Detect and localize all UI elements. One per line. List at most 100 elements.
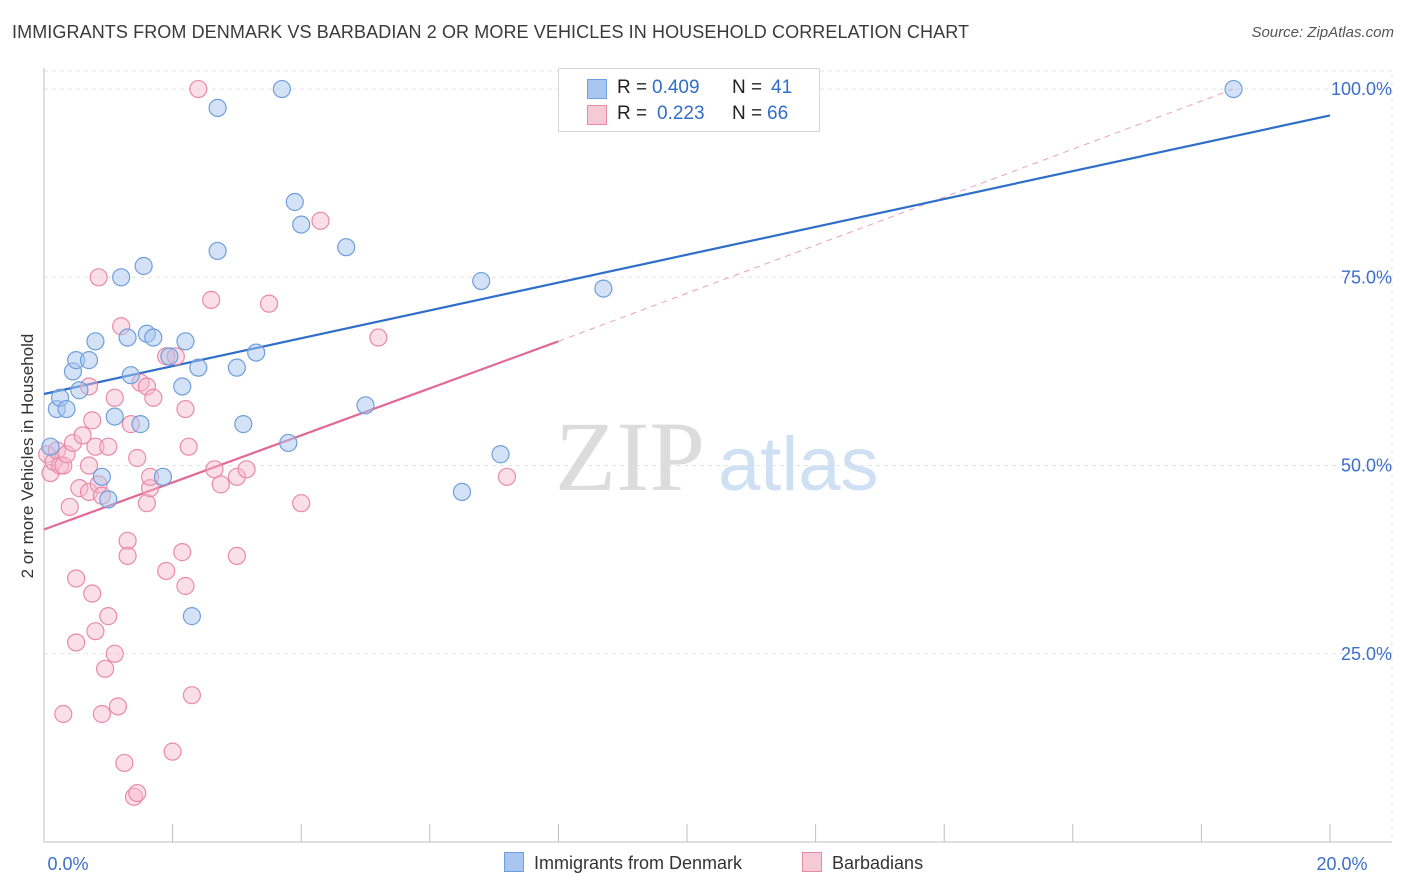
point-barbadians (176, 399, 195, 419)
point-barbadians (176, 576, 195, 596)
point-barbadians (227, 546, 246, 565)
legend-r-label: R = (617, 77, 648, 98)
point-barbadians (205, 460, 224, 479)
point-denmark (176, 332, 195, 351)
point-denmark (594, 279, 613, 298)
point-barbadians (67, 569, 86, 588)
point-barbadians (83, 584, 102, 603)
bottom-legend-swatch-denmark (504, 852, 524, 872)
x-tick-label: 0.0% (47, 854, 88, 874)
point-denmark (134, 256, 153, 276)
point-barbadians (311, 211, 330, 230)
point-denmark (208, 98, 227, 117)
point-denmark (1224, 79, 1243, 99)
y-tick-label: 100.0% (1331, 79, 1392, 99)
y-tick-label: 75.0% (1341, 267, 1392, 287)
point-barbadians (99, 607, 118, 626)
legend-n-value: 41 (771, 77, 793, 98)
point-barbadians (60, 497, 79, 517)
point-denmark (247, 343, 266, 362)
gridlines (44, 70, 1393, 842)
point-denmark (285, 192, 304, 212)
legend-r-label: R = (617, 103, 648, 124)
point-denmark (99, 490, 118, 509)
point-denmark (131, 415, 150, 434)
bottom-legend-barbadians: Barbadians (802, 852, 923, 874)
point-barbadians (67, 633, 86, 652)
point-barbadians (86, 622, 105, 641)
point-denmark (337, 238, 356, 257)
stats-legend: R = 0.409 N = 41 R = 0.223 N = 66 (558, 68, 820, 132)
legend-n-label: N = (732, 77, 763, 98)
point-denmark (208, 241, 227, 261)
point-barbadians (73, 426, 92, 445)
bottom-legend-denmark: Immigrants from Denmark (504, 852, 742, 874)
bottom-legend-swatch-barbadians (802, 852, 822, 872)
point-denmark (79, 351, 99, 370)
point-barbadians (497, 467, 517, 486)
tick-labels: 25.0% 50.0% 75.0% 100.0% 0.0% 20.0% (47, 79, 1392, 874)
bottom-legend-label-barbadians: Barbadians (832, 853, 924, 873)
point-barbadians (54, 456, 73, 475)
point-denmark (92, 467, 111, 486)
legend-n-label: N = (732, 103, 763, 124)
point-barbadians (189, 79, 208, 99)
point-barbadians (79, 456, 99, 475)
point-barbadians (83, 411, 102, 430)
point-barbadians (173, 543, 192, 562)
point-barbadians (137, 377, 156, 396)
point-denmark (279, 433, 298, 453)
point-barbadians (157, 561, 176, 581)
point-barbadians (115, 753, 134, 773)
point-denmark (227, 358, 246, 377)
point-barbadians (202, 290, 221, 309)
point-denmark (57, 399, 76, 419)
point-barbadians (144, 388, 163, 407)
point-denmark (356, 396, 375, 415)
point-barbadians (163, 742, 182, 761)
point-denmark (86, 332, 105, 351)
point-denmark (105, 407, 124, 426)
legend-r-value: 0.409 (652, 77, 700, 98)
point-denmark (118, 328, 137, 347)
point-barbadians (95, 659, 115, 678)
point-denmark (182, 607, 201, 626)
point-barbadians (128, 783, 147, 803)
data-points (38, 79, 1243, 806)
point-denmark (153, 467, 173, 486)
point-barbadians (118, 531, 137, 550)
point-denmark (70, 381, 89, 400)
point-barbadians (118, 546, 137, 565)
axes (43, 68, 1392, 843)
point-denmark (452, 482, 472, 501)
point-barbadians (86, 437, 105, 456)
point-barbadians (99, 437, 118, 456)
watermark: ZIP atlas (555, 401, 879, 512)
point-barbadians (63, 433, 83, 453)
source-credit: Source: ZipAtlas.com (1251, 24, 1394, 41)
point-denmark (121, 366, 140, 385)
point-barbadians (128, 448, 147, 468)
point-denmark (173, 377, 192, 396)
point-denmark (272, 79, 292, 99)
legend-swatch-denmark (587, 79, 607, 99)
point-denmark (491, 445, 510, 464)
point-denmark (472, 271, 491, 291)
point-denmark (112, 268, 131, 287)
point-barbadians (105, 388, 124, 407)
legend-swatch-barbadians (587, 105, 607, 125)
point-barbadians (227, 467, 246, 486)
point-barbadians (108, 697, 128, 716)
legend-n-value: 66 (767, 103, 789, 124)
bottom-legend-label-denmark: Immigrants from Denmark (534, 853, 743, 873)
point-barbadians (179, 437, 198, 456)
point-barbadians (237, 460, 256, 479)
trend-line-barbadians (43, 340, 559, 531)
point-barbadians (105, 644, 124, 663)
point-denmark (292, 215, 311, 234)
chart-title: IMMIGRANTS FROM DENMARK VS BARBADIAN 2 O… (12, 22, 970, 42)
point-barbadians (70, 479, 89, 498)
y-tick-label: 25.0% (1341, 644, 1392, 664)
point-barbadians (292, 494, 311, 513)
